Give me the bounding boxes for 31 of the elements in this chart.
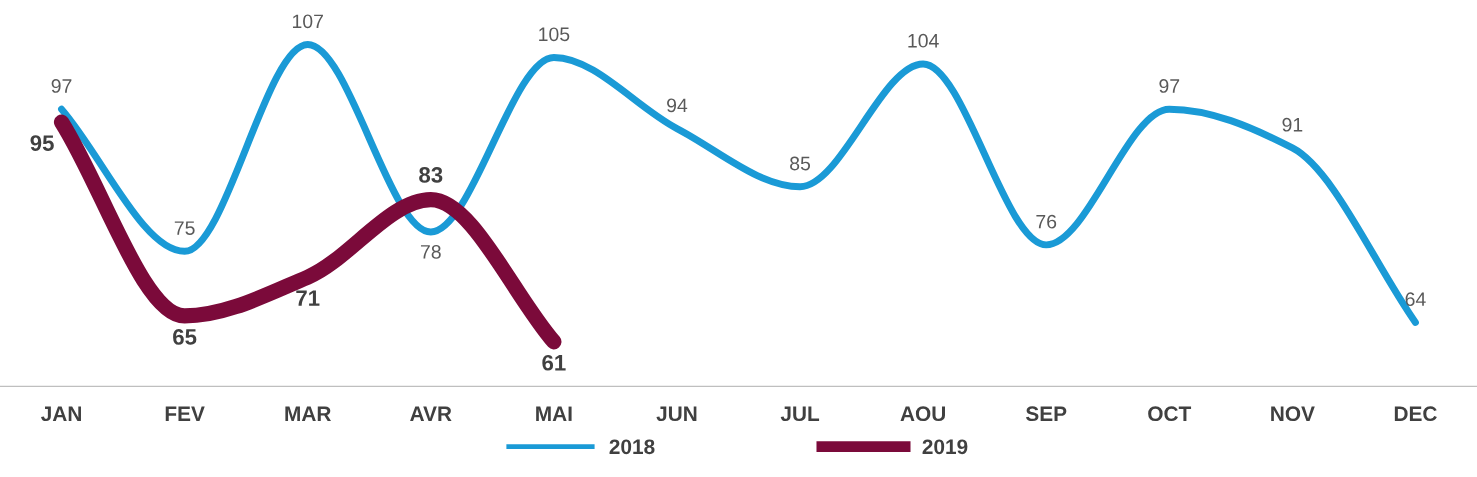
x-tick-label: FEV: [165, 406, 205, 421]
x-tick-label: MAR: [285, 406, 331, 421]
data-label: 75: [174, 221, 195, 235]
data-label: 95: [30, 135, 54, 151]
x-tick-label: AVR: [410, 406, 452, 421]
data-label: 85: [790, 156, 811, 171]
legend-label: 2018: [609, 439, 655, 455]
data-label: 105: [539, 27, 570, 42]
data-label: 71: [296, 290, 320, 306]
data-label: 78: [420, 244, 441, 259]
x-tick-label: AOU: [900, 406, 945, 422]
data-label: 64: [1405, 292, 1426, 307]
x-tick-label: JAN: [41, 406, 81, 422]
data-label: 65: [173, 329, 197, 345]
x-tick-label: OCT: [1148, 406, 1192, 422]
legend-label: 2019: [922, 439, 968, 455]
x-tick-label: NOV: [1271, 406, 1315, 422]
x-tick-label: JUN: [656, 406, 697, 422]
x-tick-label: SEP: [1025, 406, 1067, 422]
data-label: 97: [1159, 79, 1180, 93]
data-label: 97: [51, 79, 72, 93]
data-label: 94: [667, 98, 688, 113]
data-label: 83: [419, 167, 443, 183]
x-tick-label: MAI: [536, 406, 572, 421]
data-label: 107: [292, 14, 323, 29]
data-label: 76: [1036, 214, 1057, 229]
data-label: 61: [542, 354, 566, 371]
x-tick-label: JUL: [780, 406, 820, 422]
x-tick-label: DEC: [1394, 406, 1437, 422]
data-label: 104: [908, 33, 939, 48]
data-label: 91: [1282, 117, 1303, 132]
